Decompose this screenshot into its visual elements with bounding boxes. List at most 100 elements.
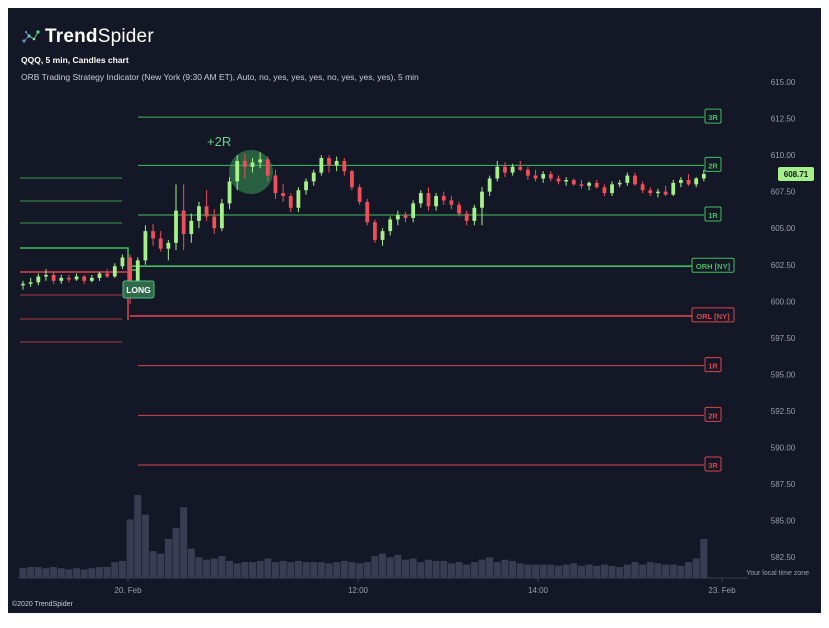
- candle-body: [143, 231, 148, 261]
- candle-body: [281, 193, 285, 197]
- y-tick-label: 602.50: [771, 261, 796, 270]
- level-badge: [704, 357, 722, 373]
- volume-bar: [616, 567, 624, 578]
- volume-bar: [19, 568, 27, 578]
- candle-body: [610, 184, 614, 194]
- level-badge: [691, 307, 735, 323]
- candle-body: [579, 184, 584, 186]
- candle-body: [357, 187, 362, 202]
- volume-bar: [639, 564, 647, 578]
- target-annotation: +2R: [207, 134, 231, 149]
- candle-body: [541, 174, 546, 179]
- x-tick-label: 12:00: [348, 586, 369, 595]
- candle-body: [388, 219, 393, 232]
- volume-bar: [195, 557, 203, 578]
- candle-body: [571, 179, 576, 185]
- volume-bar: [279, 560, 287, 578]
- volume-bar: [42, 568, 50, 578]
- volume-bar: [134, 495, 142, 578]
- y-tick-label: 587.50: [771, 480, 796, 489]
- y-tick-label: 605.00: [771, 224, 796, 233]
- volume-bar: [593, 565, 601, 578]
- volume-bar: [447, 563, 455, 578]
- volume-bar: [241, 562, 249, 578]
- candle-body: [395, 215, 400, 220]
- spider-logo-icon: [22, 30, 40, 43]
- volume-bar: [608, 565, 616, 578]
- y-tick-label: 592.50: [771, 407, 796, 416]
- volume-bar: [455, 562, 463, 578]
- level-badge: [704, 406, 722, 422]
- candle-body: [82, 276, 87, 281]
- candle-body: [74, 276, 79, 280]
- candle-body: [648, 190, 653, 194]
- candle-body: [701, 173, 706, 179]
- candle-body: [602, 187, 607, 194]
- volume-bar: [440, 560, 448, 578]
- volume-bar: [348, 562, 356, 578]
- candle-body: [120, 257, 125, 267]
- candle-body: [503, 166, 507, 173]
- candle-body: [220, 203, 224, 229]
- y-tick-label: 607.50: [771, 188, 796, 197]
- long-signal-label: LONG: [126, 285, 151, 295]
- volume-bar: [73, 568, 81, 578]
- candle-body: [242, 160, 247, 167]
- candle-body: [617, 182, 622, 185]
- volume-bar: [600, 564, 608, 578]
- candle-body: [418, 193, 423, 204]
- candle-body: [564, 179, 569, 182]
- candle-body: [235, 160, 240, 182]
- volume-bar: [470, 562, 478, 578]
- y-tick-label: 600.00: [771, 297, 796, 306]
- candle-body: [151, 231, 155, 239]
- volume-bar: [501, 559, 509, 578]
- y-tick-label: 590.00: [771, 444, 796, 453]
- candle-body: [464, 213, 469, 221]
- level-label: 3R: [708, 461, 718, 470]
- last-price-label: 608.71: [784, 170, 809, 179]
- volume-bar: [394, 554, 402, 578]
- level-label: 2R: [708, 161, 718, 170]
- candle-body: [105, 273, 110, 277]
- candle-body: [671, 182, 676, 195]
- candlestick-chart[interactable]: 615.00 612.50 610.00 607.50 605.00 602.50 600.…: [8, 8, 821, 613]
- indicator-description: ORB Trading Strategy Indicator (New York…: [21, 72, 419, 82]
- candle-body: [227, 181, 232, 204]
- candle-body: [548, 174, 553, 179]
- volume-bar: [386, 557, 394, 578]
- y-tick-label: 595.00: [771, 370, 796, 379]
- volume-bar: [700, 538, 708, 578]
- x-tick-label: 23. Feb: [708, 586, 736, 595]
- candle-body: [663, 191, 668, 195]
- candle-body: [526, 169, 530, 176]
- volume-bar: [555, 565, 562, 578]
- volume-bar: [96, 567, 103, 578]
- candle-body: [441, 196, 446, 201]
- candle-body: [403, 215, 408, 218]
- volume-bar: [585, 564, 593, 578]
- volume-bar: [141, 514, 149, 578]
- candle-body: [327, 158, 331, 166]
- candle-body: [250, 162, 255, 167]
- candle-body: [373, 222, 377, 240]
- volume-bar: [432, 560, 440, 578]
- candle-body: [59, 277, 64, 281]
- volume-bar: [57, 568, 65, 578]
- candle-body: [288, 196, 293, 208]
- candle-body: [166, 242, 171, 249]
- candle-body: [273, 175, 278, 194]
- prev-orh-line: [20, 247, 138, 271]
- candle-body: [212, 216, 217, 229]
- volume-bar: [164, 538, 172, 578]
- level-label: 2R: [708, 411, 718, 420]
- volume-bar: [417, 562, 425, 578]
- volume-bar: [677, 565, 685, 578]
- volume-bar: [271, 562, 279, 578]
- candle-body: [449, 200, 454, 205]
- candle-body: [487, 178, 492, 192]
- volume-bar: [325, 563, 333, 578]
- candle-body: [686, 179, 691, 185]
- volume-bar: [80, 569, 88, 578]
- candle-body: [434, 196, 438, 207]
